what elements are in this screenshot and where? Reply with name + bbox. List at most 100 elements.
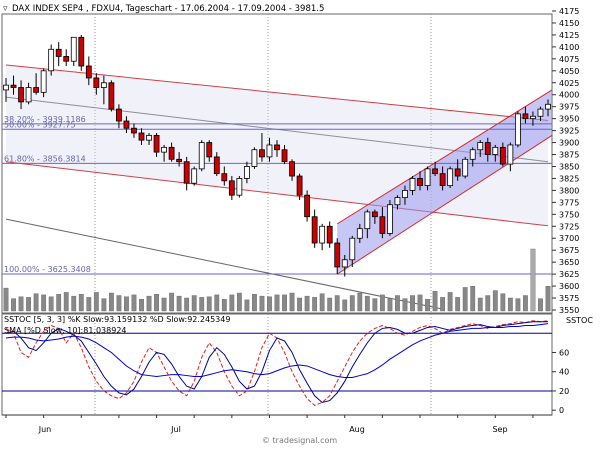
price-tick-label: 3950 bbox=[559, 115, 579, 124]
candle-down bbox=[168, 146, 175, 160]
candle-up bbox=[161, 146, 167, 153]
candle-down bbox=[153, 134, 160, 153]
candle-down bbox=[417, 178, 423, 187]
candle-up bbox=[409, 178, 416, 191]
candle-up bbox=[514, 113, 521, 146]
candle-up bbox=[545, 103, 551, 110]
volume-bar bbox=[71, 295, 77, 312]
price-tick-label: 4125 bbox=[559, 31, 579, 40]
candle-up bbox=[462, 158, 469, 177]
stochastic-lines bbox=[5, 320, 549, 406]
price-tick-label: 4100 bbox=[559, 43, 579, 52]
volume-bar bbox=[252, 294, 257, 312]
volume-bar bbox=[327, 297, 333, 312]
candle-up bbox=[341, 259, 348, 268]
volume-bar bbox=[154, 294, 159, 312]
volume-bar bbox=[410, 295, 415, 312]
candle-up bbox=[70, 36, 77, 62]
price-tick-label: 3925 bbox=[559, 127, 579, 136]
volume-bar bbox=[304, 295, 310, 312]
volume-bar bbox=[33, 293, 39, 312]
volume-bar bbox=[282, 294, 287, 312]
month-label: Jun bbox=[38, 425, 52, 434]
stochastic-panel: 0 20 40 60 bbox=[1, 313, 569, 416]
candle-down bbox=[522, 113, 529, 120]
sma-line bbox=[5, 323, 549, 378]
volume-bar bbox=[78, 294, 84, 312]
stoch-label: SSTOC bbox=[566, 316, 593, 325]
candle-up bbox=[236, 178, 243, 196]
volume-bar bbox=[101, 298, 107, 312]
volume-bar bbox=[11, 298, 16, 312]
stochastic-tick-label: 40 bbox=[559, 368, 569, 377]
candle-up bbox=[349, 237, 356, 261]
candle-up bbox=[191, 168, 198, 184]
price-tick-label: 4075 bbox=[559, 55, 579, 64]
candle-down bbox=[289, 161, 295, 177]
volume-bar bbox=[214, 294, 220, 312]
candle-down bbox=[183, 161, 190, 184]
stochastic-axis: 0 20 40 60 bbox=[552, 348, 569, 415]
volume-bar bbox=[462, 287, 468, 312]
volume-bar bbox=[3, 287, 9, 312]
fibonacci-levels bbox=[2, 123, 552, 275]
candle-up bbox=[251, 149, 258, 167]
candle-up bbox=[424, 168, 431, 187]
candle-up bbox=[3, 84, 9, 91]
price-tick-label: 4000 bbox=[559, 91, 579, 100]
candle-down bbox=[138, 132, 145, 141]
stochastic-tick-label: 20 bbox=[559, 387, 569, 396]
candle-down bbox=[176, 158, 183, 163]
volume-bar bbox=[319, 293, 325, 312]
stoch-legend: SSTOC [5, 3, 3] %K Slow:93.159132 %D Slo… bbox=[4, 315, 230, 324]
candle-down bbox=[131, 127, 137, 134]
volume-bar bbox=[221, 299, 227, 312]
volume-bar bbox=[229, 294, 235, 312]
candle-up bbox=[507, 144, 514, 165]
price-tick-label: 3575 bbox=[559, 294, 579, 303]
volume-bar bbox=[395, 295, 400, 312]
volume-bar bbox=[131, 294, 137, 312]
price-tick-label: 4025 bbox=[559, 79, 579, 88]
volume-bar bbox=[515, 298, 521, 312]
volume-bar bbox=[41, 294, 47, 312]
candle-down bbox=[55, 48, 62, 57]
candle-down bbox=[228, 180, 235, 196]
volume-bar bbox=[432, 290, 438, 312]
volume-bar bbox=[86, 297, 92, 312]
volume-bar bbox=[402, 298, 408, 312]
volume-bar bbox=[274, 294, 280, 312]
volume-bar bbox=[417, 294, 423, 312]
volume-bar bbox=[425, 299, 430, 312]
volume-bar bbox=[485, 295, 491, 312]
candle-down bbox=[213, 156, 220, 175]
candle-up bbox=[25, 87, 32, 103]
candle-down bbox=[371, 211, 378, 218]
volume-bar bbox=[477, 297, 483, 312]
price-tick-label: 3775 bbox=[559, 198, 579, 207]
fibonacci-label: 50.00% - 3927.75 bbox=[4, 120, 76, 129]
volume-bar bbox=[440, 297, 446, 312]
fibonacci-label: 61.80% - 3856.3814 bbox=[4, 154, 86, 163]
stochastic-plot-area bbox=[1, 313, 553, 416]
price-tick-label: 4050 bbox=[559, 67, 579, 76]
collapse-icon[interactable]: ▿ bbox=[3, 4, 8, 14]
volume-bar bbox=[297, 297, 302, 312]
trend-line bbox=[5, 161, 549, 227]
volume-bar bbox=[267, 296, 272, 312]
month-label: Jul bbox=[170, 425, 181, 434]
volume-bar bbox=[146, 295, 152, 312]
volume-bar bbox=[447, 292, 453, 312]
candle-down bbox=[281, 149, 288, 163]
price-tick-label: 4150 bbox=[559, 19, 579, 28]
candle-down bbox=[484, 142, 491, 155]
candle-down bbox=[18, 87, 24, 103]
candle-down bbox=[326, 225, 333, 244]
channel-upper-line bbox=[336, 89, 552, 225]
price-tick-label: 3625 bbox=[559, 270, 579, 279]
price-tick-label: 3650 bbox=[559, 258, 579, 267]
volume-bar bbox=[349, 295, 355, 312]
candle-up bbox=[387, 204, 393, 234]
volume-bar bbox=[18, 296, 24, 312]
volume-bar bbox=[507, 297, 513, 312]
